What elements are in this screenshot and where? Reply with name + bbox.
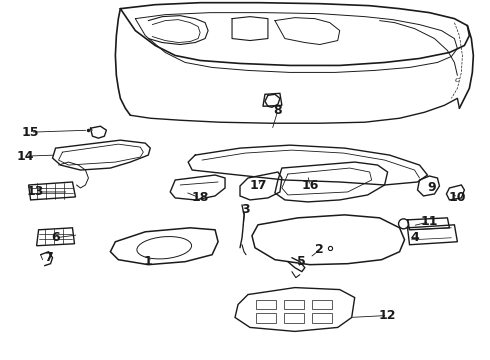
Text: 17: 17	[249, 180, 267, 193]
Text: 6: 6	[51, 231, 60, 244]
Text: 2: 2	[316, 243, 324, 256]
Text: 11: 11	[421, 215, 438, 228]
Text: 18: 18	[192, 192, 209, 204]
Text: 4: 4	[410, 231, 419, 244]
Text: 7: 7	[44, 251, 53, 264]
Text: 5: 5	[297, 255, 306, 268]
Text: 12: 12	[379, 309, 396, 322]
Text: 15: 15	[22, 126, 39, 139]
Text: 8: 8	[273, 104, 282, 117]
Text: 14: 14	[17, 150, 34, 163]
Text: 16: 16	[301, 180, 319, 193]
Text: 9: 9	[427, 181, 436, 194]
Text: 1: 1	[144, 255, 153, 268]
Text: 13: 13	[27, 185, 44, 198]
Text: 3: 3	[241, 203, 249, 216]
Text: c: c	[455, 76, 460, 84]
Text: 10: 10	[449, 192, 466, 204]
